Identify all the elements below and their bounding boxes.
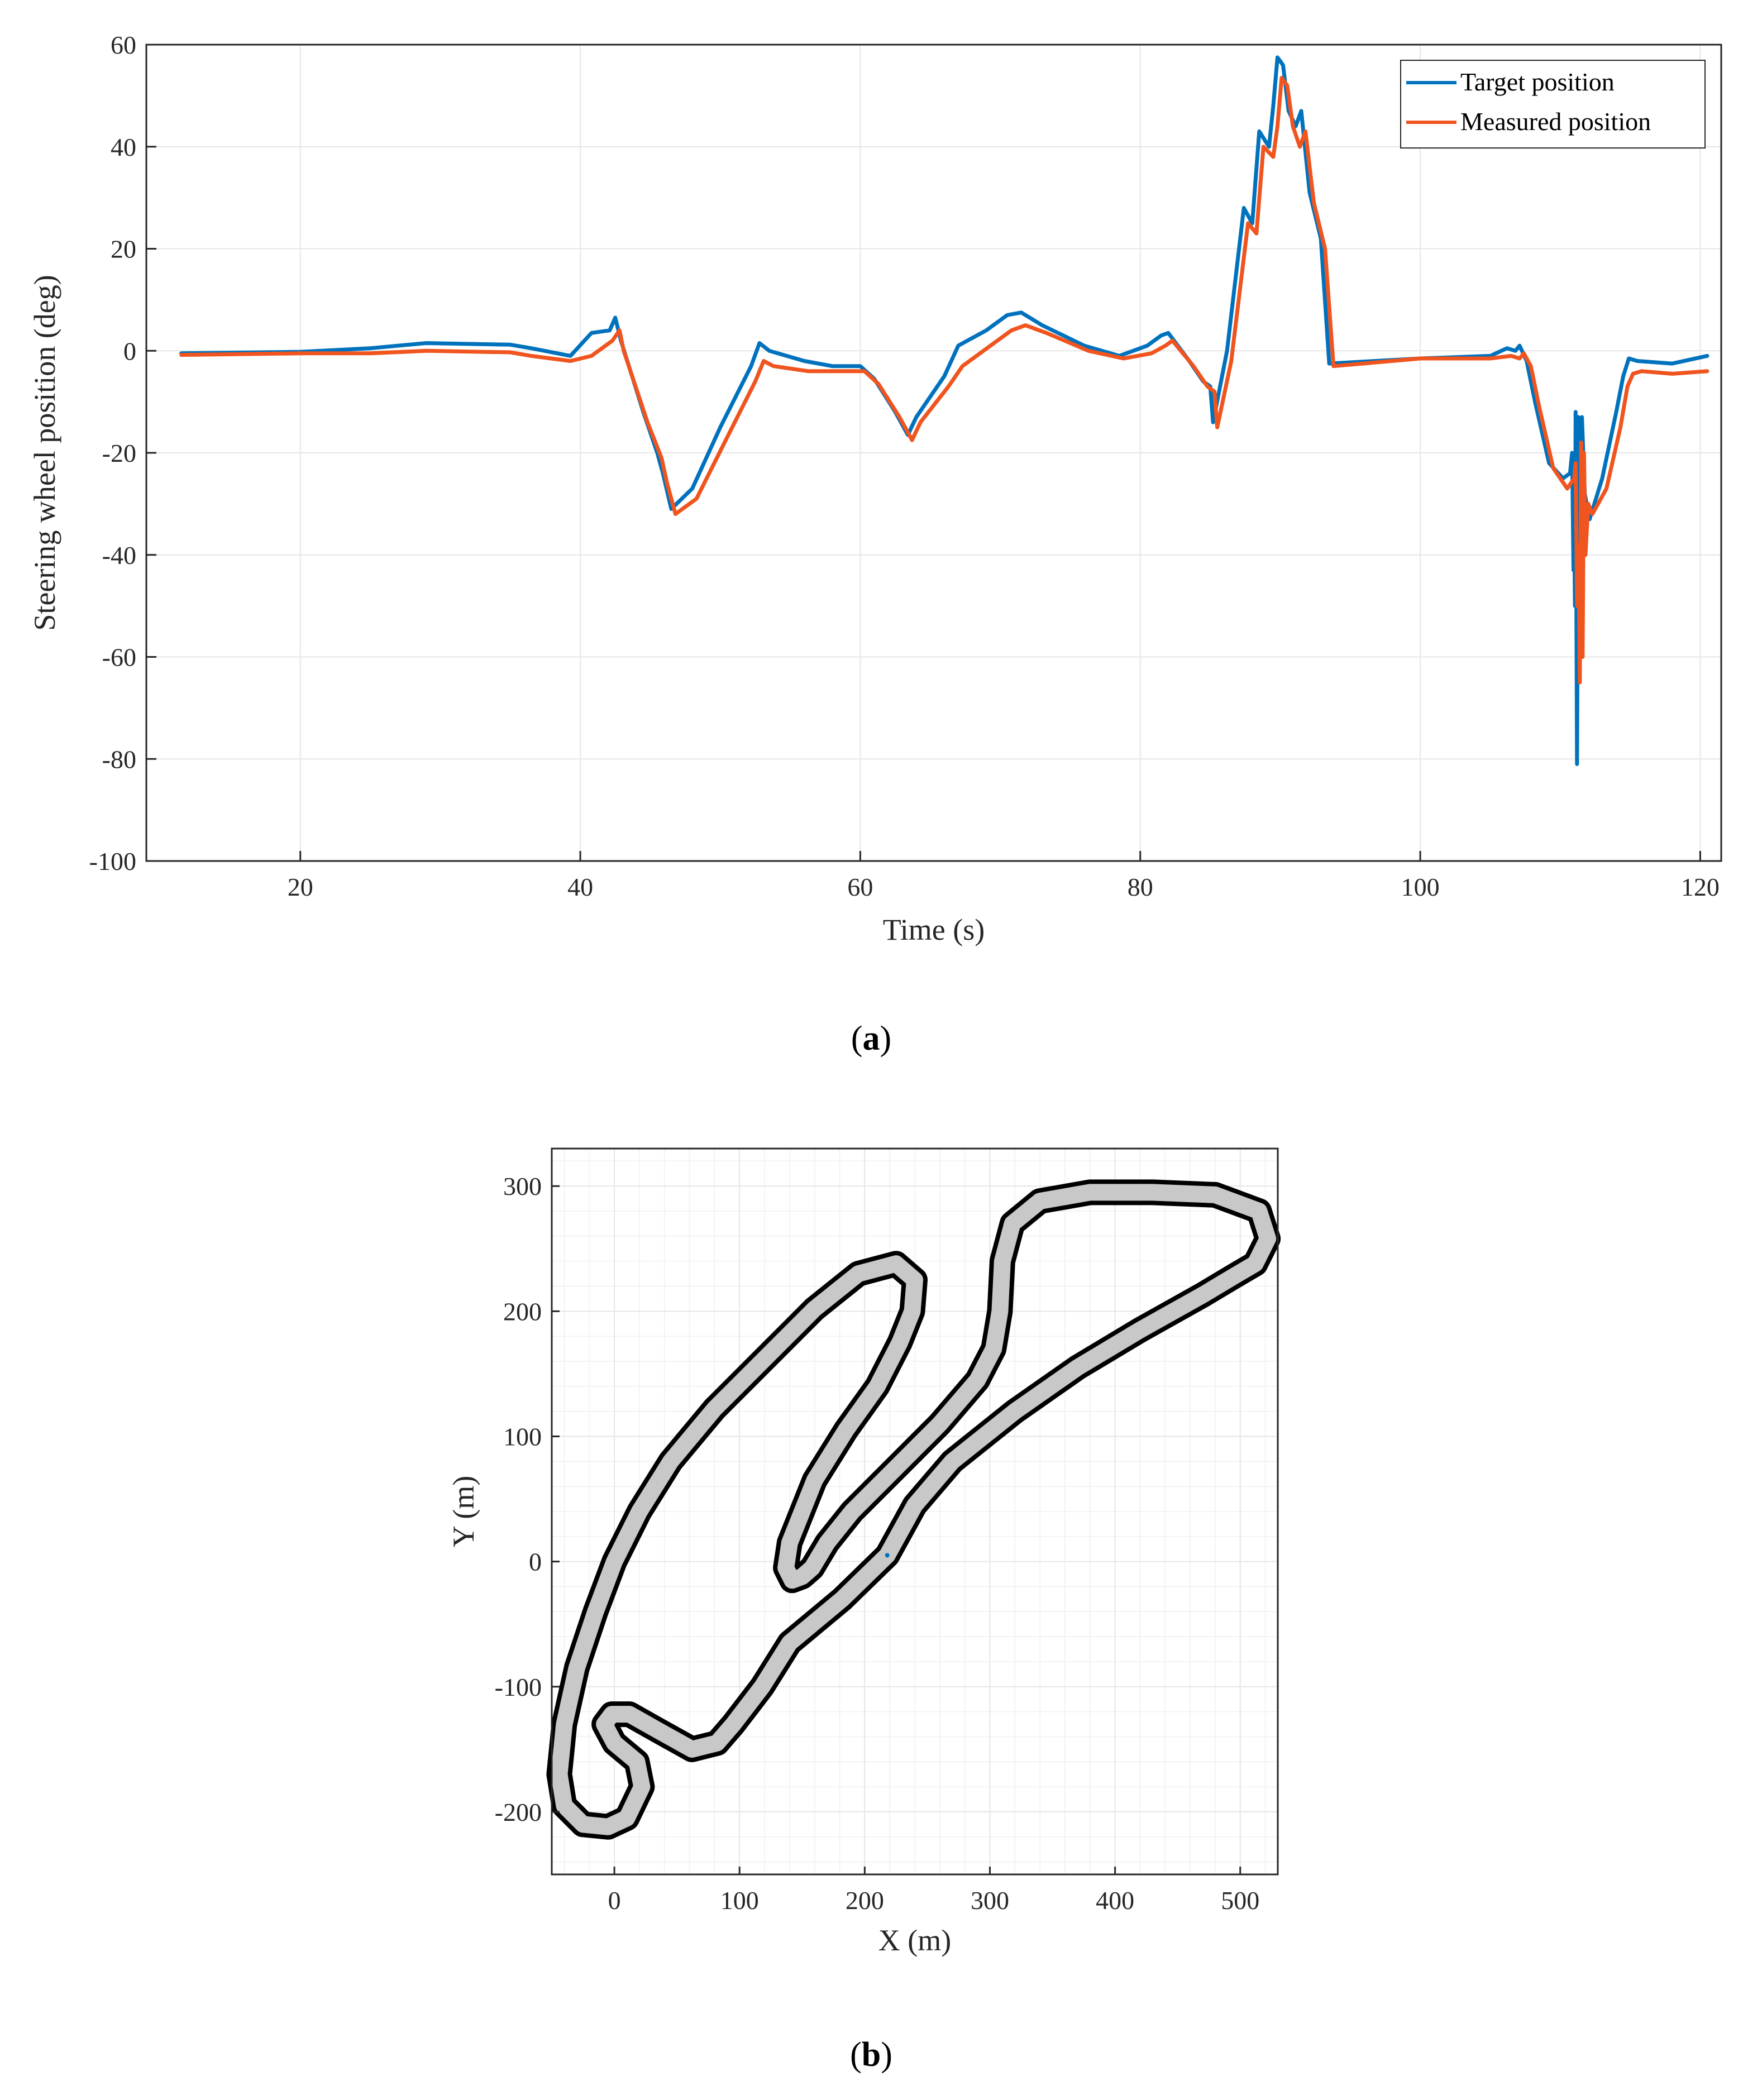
chart-a-xtick-label: 60 (847, 873, 873, 901)
chart-a-ylabel: Steering wheel position (deg) (28, 275, 61, 630)
chart-a-xtick-label: 80 (1128, 873, 1153, 901)
chart-a-ytick-label: -40 (102, 541, 136, 570)
chart-a-yticks: -100 -80 -60 -40 -20 0 20 40 60 (89, 31, 156, 876)
chart-a-xtick-label: 40 (567, 873, 593, 901)
caption-b: (b) (850, 2036, 892, 2074)
chart-b-xtick-label: 500 (1221, 1886, 1259, 1915)
track-surface (551, 1184, 1277, 1835)
chart-a-ytick-label: 60 (111, 31, 136, 59)
legend-entry-measured: Measured position (1460, 107, 1651, 136)
chart-a-ytick-label: -20 (102, 439, 136, 467)
caption-b-letter: b (862, 2036, 881, 2074)
caption-b-open: ( (850, 2036, 862, 2074)
chart-a-xtick-label: 120 (1681, 873, 1720, 901)
chart-a: 20 40 60 80 100 120 -100 -80 -60 -40 -20 0 20 40 60 T… (28, 31, 1722, 1058)
chart-a-ytick-label: -80 (102, 745, 136, 773)
chart-a-legend: Target position Measured position (1400, 60, 1706, 149)
chart-b-yticks: -200 -100 0 100 200 300 (495, 1172, 560, 1826)
chart-b-xtick-label: 100 (720, 1886, 759, 1915)
chart-b-xtick-label: 0 (608, 1886, 621, 1915)
chart-b-ytick-label: 300 (503, 1172, 542, 1200)
chart-b-ylabel: Y (m) (447, 1476, 480, 1547)
chart-b-track (546, 1179, 1281, 1840)
chart-b-ytick-label: 200 (503, 1297, 542, 1326)
chart-a-ytick-label: -60 (102, 643, 136, 672)
chart-b-xticks: 0 100 200 300 400 500 (608, 1867, 1259, 1915)
caption-a-letter: a (863, 1020, 880, 1058)
legend-entry-target: Target position (1460, 68, 1615, 96)
chart-b-ytick-label: 0 (529, 1548, 542, 1576)
caption-a-open: ( (851, 1020, 863, 1058)
chart-b-xtick-label: 300 (971, 1886, 1009, 1915)
chart-b-ytick-label: -100 (495, 1673, 542, 1701)
chart-b-xtick-label: 400 (1096, 1886, 1134, 1915)
chart-a-ytick-label: 20 (111, 235, 136, 264)
chart-a-ytick-label: -100 (89, 847, 136, 876)
chart-b-axes-box (551, 1147, 1279, 1876)
chart-b: 0 100 200 300 400 500 -200 -100 0 100 200 300 X (m… (447, 1147, 1281, 2074)
track-start-marker (885, 1553, 890, 1558)
legend-box (1400, 60, 1706, 149)
chart-b-xtick-label: 200 (846, 1886, 884, 1915)
caption-a-close: ) (880, 1020, 892, 1058)
chart-b-ytick-label: -200 (495, 1798, 542, 1826)
chart-a-ytick-label: 0 (123, 337, 136, 365)
chart-a-ytick-label: 40 (111, 133, 136, 161)
series-target-position (179, 55, 1709, 766)
chart-a-grid (146, 44, 1721, 862)
caption-a: (a) (851, 1020, 891, 1058)
chart-a-xtick-label: 20 (288, 873, 313, 901)
series-measured-position (179, 75, 1709, 685)
chart-b-xlabel: X (m) (878, 1924, 951, 1957)
caption-b-close: ) (881, 2036, 892, 2074)
chart-b-ytick-label: 100 (503, 1423, 542, 1451)
chart-a-series (179, 55, 1709, 766)
chart-a-xticks: 20 40 60 80 100 120 (288, 851, 1720, 901)
chart-a-xtick-label: 100 (1401, 873, 1440, 901)
chart-a-xlabel: Time (s) (883, 913, 985, 946)
